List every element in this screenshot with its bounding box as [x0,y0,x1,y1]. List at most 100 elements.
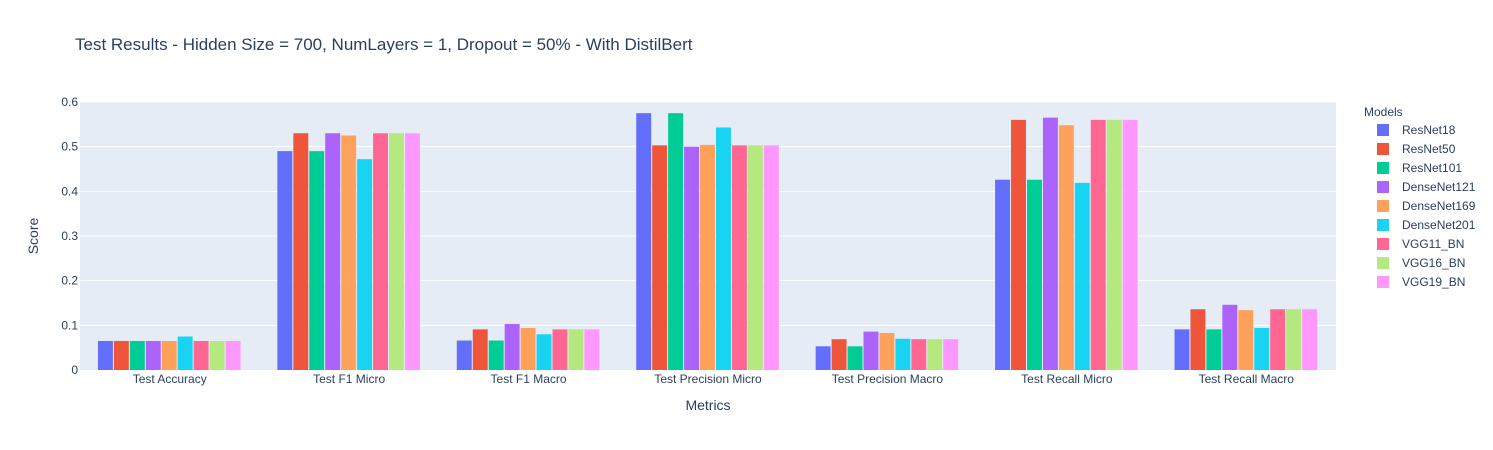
legend-swatch [1377,276,1389,288]
legend-label: VGG11_BN [1402,237,1464,251]
bar[interactable] [404,133,420,370]
bar[interactable] [995,179,1011,370]
x-tick-label: Test F1 Micro [313,372,385,386]
legend-title: Models [1364,105,1403,119]
bar[interactable] [552,329,568,370]
bar[interactable] [747,145,763,370]
bar[interactable] [584,329,600,370]
bar[interactable] [636,113,652,371]
bar[interactable] [520,328,536,370]
legend-swatch [1377,219,1389,231]
bar[interactable] [325,133,341,370]
legend-label: ResNet18 [1402,123,1456,137]
bar[interactable] [193,340,209,370]
bar[interactable] [1206,329,1222,370]
legend-swatch [1377,162,1389,174]
bar[interactable] [225,340,241,370]
y-tick-label: 0.6 [61,95,78,109]
y-tick-label: 0.3 [61,229,78,243]
legend-label: DenseNet169 [1402,199,1476,213]
legend-swatch [1377,181,1389,193]
bar[interactable] [309,151,325,370]
bar[interactable] [847,346,863,370]
bar[interactable] [863,331,879,370]
bar[interactable] [1011,119,1026,370]
bar[interactable] [488,340,504,370]
bar[interactable] [209,340,225,370]
legend-label: DenseNet121 [1402,180,1476,194]
bar[interactable] [129,340,145,370]
bar[interactable] [1106,119,1122,370]
x-tick-label: Test Precision Micro [654,372,762,386]
bar[interactable] [652,145,668,370]
bar[interactable] [389,133,404,370]
bar[interactable] [161,340,177,370]
bar[interactable] [731,145,747,370]
bar[interactable] [293,133,309,370]
legend-label: VGG19_BN [1402,275,1465,289]
bar[interactable] [1074,182,1090,370]
x-tick-label: Test F1 Macro [491,372,567,386]
bar[interactable] [357,159,373,370]
x-tick-label: Test Recall Micro [1021,372,1113,386]
legend-label: ResNet50 [1402,142,1456,156]
bar[interactable] [113,340,129,370]
bar[interactable] [456,340,472,370]
y-tick-label: 0.1 [61,318,78,332]
bars[interactable] [97,113,1318,371]
chart-title: Test Results - Hidden Size = 700, NumLay… [75,35,693,54]
bar[interactable] [1222,304,1238,370]
bar[interactable] [1122,119,1138,370]
bar[interactable] [1042,117,1058,370]
y-axis-title: Score [25,218,41,255]
bar[interactable] [927,339,943,370]
bar[interactable] [700,144,715,370]
bar[interactable] [715,127,731,371]
x-axis-ticks: Test Accuracy Test F1 Micro Test F1 Macro T… [133,372,1295,386]
y-axis-ticks: 0 0.1 0.2 0.3 0.4 0.5 0.6 [61,95,78,377]
bar[interactable] [668,113,684,371]
legend-swatch [1377,200,1389,212]
bar[interactable] [504,323,520,370]
y-tick-label: 0 [71,363,78,377]
bar[interactable] [1302,309,1318,370]
bar[interactable] [1270,309,1286,370]
bar[interactable] [831,339,847,370]
bar[interactable] [1090,119,1106,370]
bar[interactable] [472,329,488,370]
bar[interactable] [879,332,895,370]
bar[interactable] [341,135,357,371]
legend-swatch [1377,257,1389,269]
bar[interactable] [568,329,584,370]
bar[interactable] [895,338,911,370]
legend-label: VGG16_BN [1402,256,1465,270]
legend-label: ResNet101 [1402,161,1462,175]
bar[interactable] [145,340,161,370]
bar[interactable] [373,133,389,370]
bar[interactable] [277,151,293,370]
x-tick-label: Test Accuracy [133,372,207,386]
bar[interactable] [1174,329,1190,370]
bar[interactable] [815,346,831,370]
bar[interactable] [1026,179,1042,370]
x-tick-label: Test Precision Macro [832,372,944,386]
bar[interactable] [536,334,552,370]
bar[interactable] [1238,310,1254,370]
bar[interactable] [1254,328,1270,370]
bar[interactable] [177,336,193,371]
bar[interactable] [1058,125,1074,370]
bar[interactable] [763,145,779,370]
y-tick-label: 0.5 [61,140,78,154]
x-axis-title: Metrics [685,397,730,413]
bar[interactable] [97,340,113,370]
legend-label: DenseNet201 [1402,218,1476,232]
bar[interactable] [1286,309,1302,370]
bar[interactable] [684,146,700,370]
legend: Models ResNet18 ResNet50 ResNet101 DenseNet… [1364,105,1476,289]
x-tick-label: Test Recall Macro [1199,372,1295,386]
bar[interactable] [911,339,927,370]
bar[interactable] [1190,309,1206,370]
bar[interactable] [943,339,959,370]
legend-swatch [1377,238,1389,250]
